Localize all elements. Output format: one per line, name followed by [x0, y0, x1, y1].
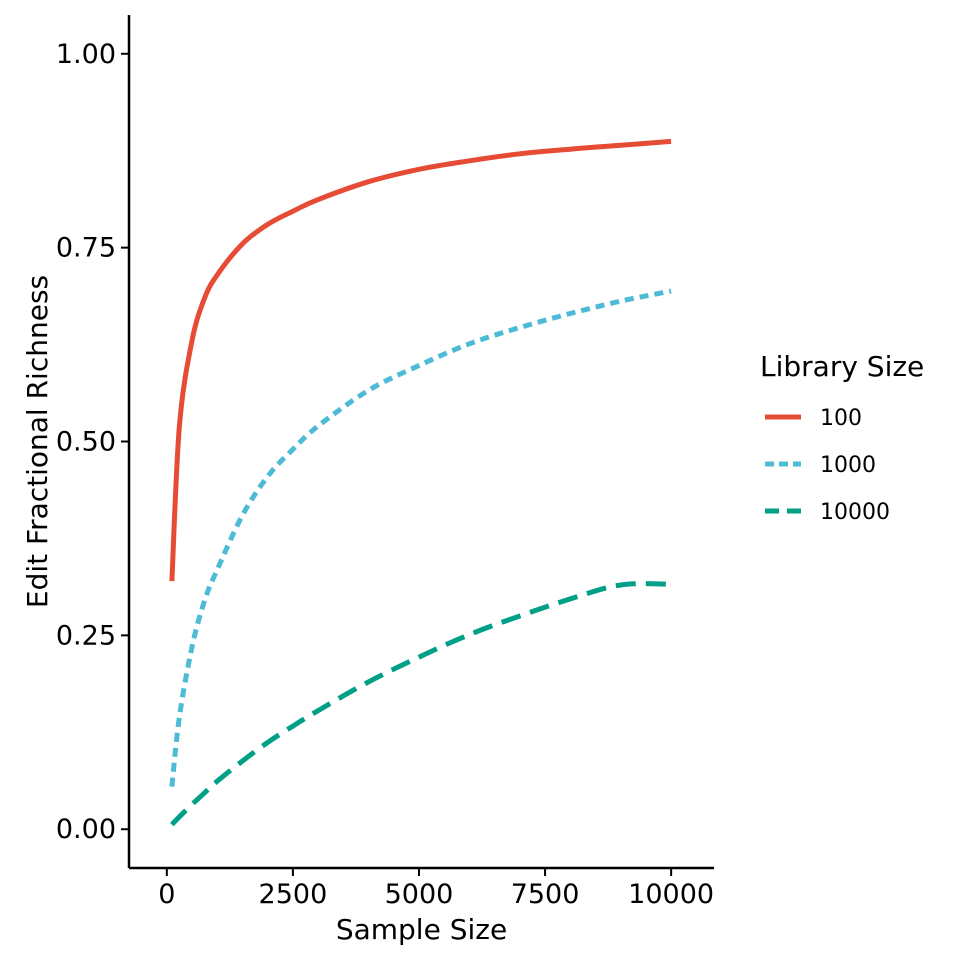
y-tick-label: 0.00: [56, 814, 116, 845]
legend-label: 10000: [820, 500, 890, 525]
axes: 0.00 0.25 0.50 0.75 1.00 0 2500 5000 7500 10000: [56, 15, 714, 910]
series-line-1000: [169, 288, 672, 787]
y-tick-label: 0.75: [56, 233, 116, 264]
y-axis-title: Edit Fractional Richness: [21, 275, 54, 608]
legend-title: Library Size: [760, 350, 924, 383]
legend-label: 100: [820, 406, 862, 431]
x-axis-title: Sample Size: [336, 913, 507, 946]
x-tick-label: 2500: [259, 879, 328, 910]
legend: Library Size 100 1000 10000: [760, 350, 924, 525]
x-tick-label: 5000: [385, 879, 454, 910]
y-tick-label: 1.00: [56, 39, 116, 70]
legend-label: 1000: [820, 453, 876, 478]
x-tick-label: 10000: [628, 879, 714, 910]
x-tick-label: 0: [158, 879, 175, 910]
plot-area: [169, 138, 672, 827]
x-tick-label: 7500: [511, 879, 580, 910]
y-tick-label: 0.50: [56, 427, 116, 458]
y-tick-label: 0.25: [56, 620, 116, 651]
series-line-100: [169, 138, 672, 582]
series-line-10000: [170, 581, 672, 827]
